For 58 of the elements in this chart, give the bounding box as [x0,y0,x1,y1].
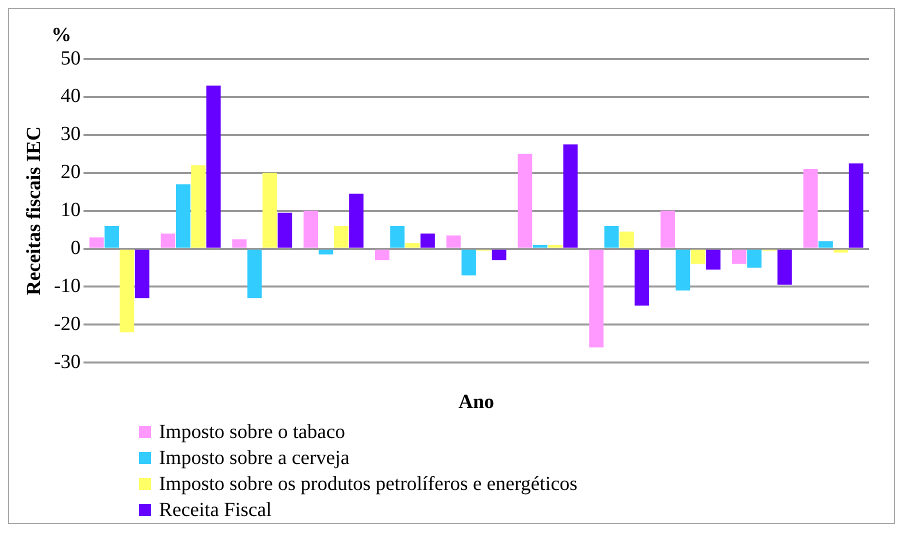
bar [349,194,364,248]
bar [134,250,150,298]
bar [176,184,190,248]
bar [660,210,675,248]
bar [532,244,548,248]
y-tick-label: 0 [70,237,81,259]
bar [334,226,348,248]
y-tick-label: -30 [54,350,81,373]
legend-label: Imposto sobre os produtos petrolíferos e energéticos [159,472,578,497]
bar [160,234,176,248]
bar [318,250,334,254]
bar [518,154,532,248]
bar [620,232,634,248]
bar [818,241,833,248]
bar [803,169,818,248]
y-tick-label: -20 [54,312,81,335]
bar [634,250,650,306]
bar [690,250,706,264]
bar [262,172,277,248]
bar [563,144,578,248]
bar [247,250,262,298]
bar [589,250,604,348]
bar [732,250,746,264]
bar [446,235,461,248]
bar [747,250,762,268]
y-tick-label: 40 [60,85,81,108]
legend-label: Imposto sobre a cerveja [159,446,350,471]
bar [278,212,292,248]
text: % [51,24,72,46]
bar [120,250,134,332]
bar [304,210,318,248]
bar [604,226,619,248]
y-tick-label: -10 [54,274,81,297]
bar [777,250,792,285]
bar [191,165,206,248]
y-tick-label: 30 [60,123,81,146]
legend-label: Imposto sobre o tabaco [159,420,346,445]
bar [706,250,720,270]
bar [390,226,405,248]
bar [848,163,864,248]
y-tick-label: 10 [60,199,81,222]
bar [374,250,390,260]
y-axis-title: Receitas fiscais IEC [23,126,46,296]
bar [462,250,476,276]
y-tick-label: 20 [60,161,81,184]
bar [405,243,420,248]
x-axis-title: Ano [458,391,494,414]
bar [834,250,848,253]
bar [104,226,119,248]
bar [492,250,506,260]
bar [206,86,221,248]
bar [420,234,435,248]
bar [676,250,690,290]
legend-label: Receita Fiscal [159,498,272,523]
bar [89,237,104,248]
bar [548,244,563,248]
y-tick-label: 50 [60,47,81,70]
bar [232,239,247,248]
